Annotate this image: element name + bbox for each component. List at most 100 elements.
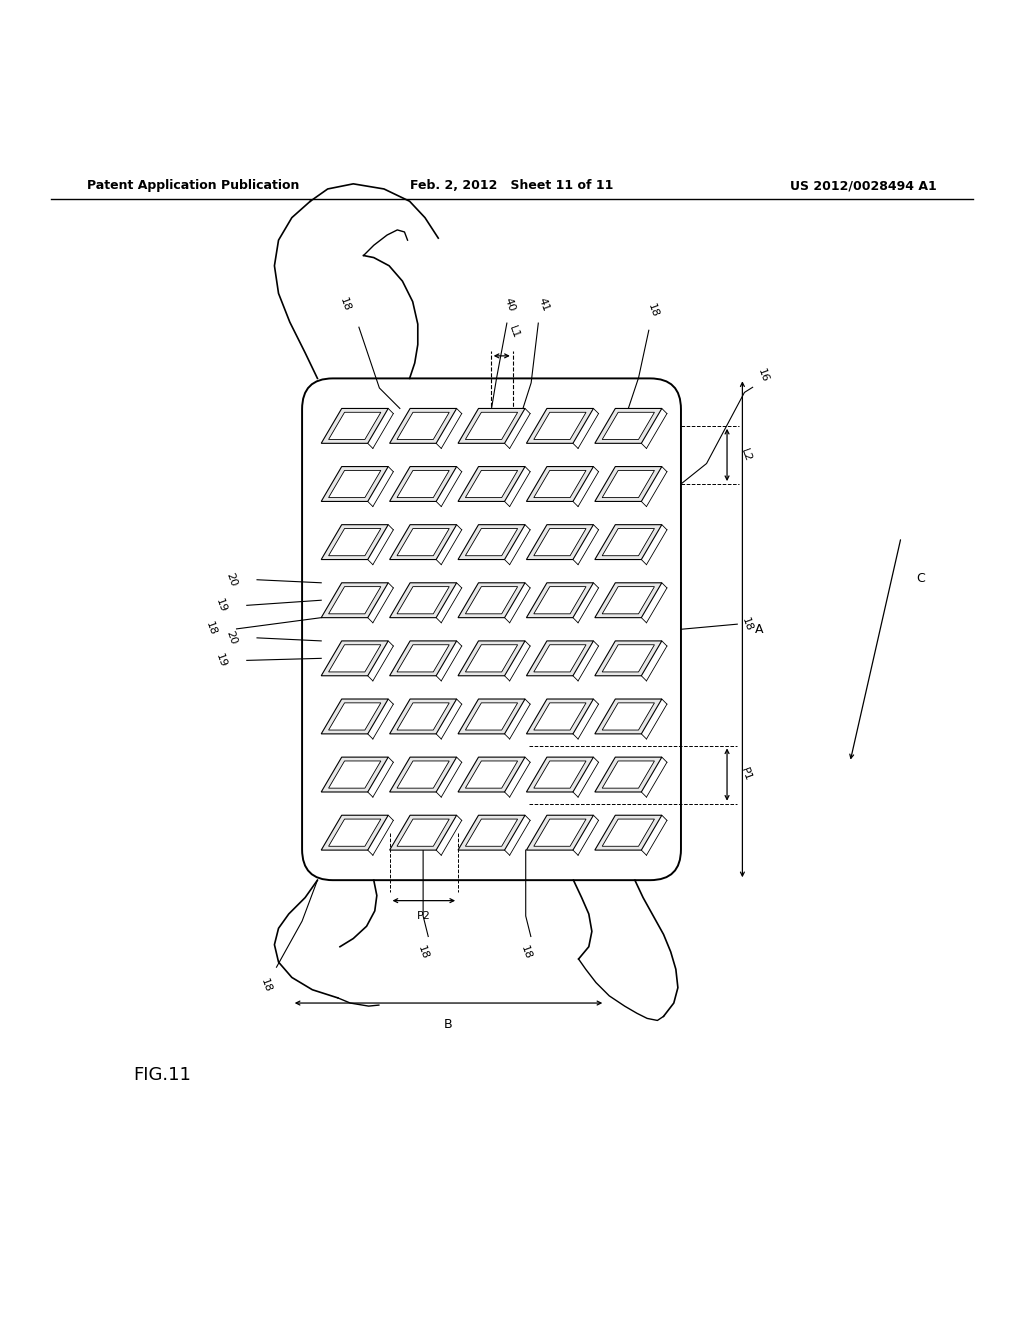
Polygon shape — [322, 700, 388, 734]
Polygon shape — [458, 466, 525, 502]
Polygon shape — [397, 820, 450, 846]
Polygon shape — [465, 470, 518, 498]
Polygon shape — [458, 524, 525, 560]
Text: US 2012/0028494 A1: US 2012/0028494 A1 — [791, 180, 937, 193]
Polygon shape — [389, 642, 457, 676]
Polygon shape — [526, 758, 594, 792]
Polygon shape — [322, 816, 388, 850]
Polygon shape — [465, 760, 518, 788]
Polygon shape — [389, 408, 457, 444]
Polygon shape — [526, 816, 594, 850]
Polygon shape — [526, 408, 594, 444]
Polygon shape — [534, 820, 586, 846]
FancyBboxPatch shape — [302, 379, 681, 880]
Text: 41: 41 — [537, 296, 551, 313]
Text: 40: 40 — [503, 296, 517, 313]
Polygon shape — [526, 642, 594, 676]
Polygon shape — [329, 820, 381, 846]
Polygon shape — [595, 758, 662, 792]
Polygon shape — [526, 700, 594, 734]
Polygon shape — [534, 702, 586, 730]
Polygon shape — [602, 412, 654, 440]
Polygon shape — [534, 644, 586, 672]
Polygon shape — [458, 642, 525, 676]
Text: FIG.11: FIG.11 — [133, 1065, 191, 1084]
Polygon shape — [602, 470, 654, 498]
Polygon shape — [534, 586, 586, 614]
Polygon shape — [458, 816, 525, 850]
Polygon shape — [397, 412, 450, 440]
Polygon shape — [322, 583, 388, 618]
Text: 18: 18 — [259, 977, 273, 994]
Polygon shape — [595, 408, 662, 444]
Polygon shape — [465, 820, 518, 846]
Polygon shape — [534, 760, 586, 788]
Polygon shape — [389, 583, 457, 618]
Polygon shape — [322, 642, 388, 676]
Text: L1: L1 — [507, 325, 521, 341]
Text: 20: 20 — [224, 630, 239, 647]
Polygon shape — [526, 524, 594, 560]
Polygon shape — [329, 644, 381, 672]
Polygon shape — [534, 528, 586, 556]
Text: 16: 16 — [756, 368, 770, 384]
Text: B: B — [444, 1019, 453, 1031]
Polygon shape — [465, 528, 518, 556]
Polygon shape — [458, 700, 525, 734]
Text: 19: 19 — [214, 652, 228, 669]
Polygon shape — [465, 644, 518, 672]
Polygon shape — [329, 470, 381, 498]
Polygon shape — [602, 528, 654, 556]
Polygon shape — [322, 524, 388, 560]
Polygon shape — [458, 758, 525, 792]
Text: 20: 20 — [224, 572, 239, 589]
Polygon shape — [389, 466, 457, 502]
Polygon shape — [397, 760, 450, 788]
Text: Patent Application Publication: Patent Application Publication — [87, 180, 299, 193]
Polygon shape — [389, 524, 457, 560]
Polygon shape — [322, 408, 388, 444]
Polygon shape — [602, 760, 654, 788]
Polygon shape — [595, 700, 662, 734]
Polygon shape — [329, 760, 381, 788]
Text: Feb. 2, 2012   Sheet 11 of 11: Feb. 2, 2012 Sheet 11 of 11 — [411, 180, 613, 193]
Polygon shape — [329, 702, 381, 730]
Polygon shape — [595, 642, 662, 676]
Polygon shape — [602, 820, 654, 846]
Text: 18: 18 — [740, 616, 755, 632]
Polygon shape — [389, 700, 457, 734]
Polygon shape — [465, 412, 518, 440]
Polygon shape — [595, 524, 662, 560]
Polygon shape — [595, 583, 662, 618]
Polygon shape — [602, 702, 654, 730]
Text: A: A — [755, 623, 763, 636]
Polygon shape — [397, 528, 450, 556]
Text: C: C — [916, 572, 926, 585]
Text: 18: 18 — [646, 302, 660, 319]
Polygon shape — [465, 702, 518, 730]
Polygon shape — [397, 702, 450, 730]
Text: P1: P1 — [739, 767, 754, 783]
Text: 18: 18 — [338, 296, 351, 313]
Text: P2: P2 — [417, 911, 431, 921]
Polygon shape — [526, 466, 594, 502]
Text: 18: 18 — [204, 620, 218, 638]
Polygon shape — [602, 586, 654, 614]
Polygon shape — [389, 758, 457, 792]
Polygon shape — [389, 816, 457, 850]
Polygon shape — [397, 644, 450, 672]
Polygon shape — [322, 758, 388, 792]
Polygon shape — [458, 408, 525, 444]
Polygon shape — [602, 644, 654, 672]
Polygon shape — [329, 412, 381, 440]
Polygon shape — [397, 586, 450, 614]
Text: L2: L2 — [739, 447, 754, 463]
Polygon shape — [329, 528, 381, 556]
Text: 18: 18 — [518, 945, 532, 961]
Polygon shape — [595, 816, 662, 850]
Polygon shape — [329, 586, 381, 614]
Polygon shape — [322, 466, 388, 502]
Polygon shape — [595, 466, 662, 502]
Polygon shape — [458, 583, 525, 618]
Polygon shape — [526, 583, 594, 618]
